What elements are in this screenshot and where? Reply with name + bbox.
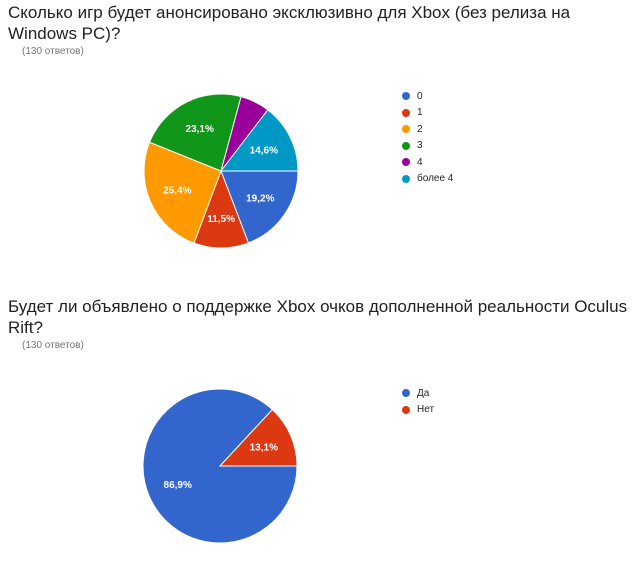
slice-value-label: 19,2% <box>246 194 274 205</box>
slice-value-label: 11,5% <box>207 214 235 225</box>
legend-swatch <box>402 125 410 134</box>
legend-swatch <box>402 174 410 183</box>
legend-swatch <box>402 141 410 150</box>
legend-item: Да <box>402 385 434 402</box>
legend-item: более 4 <box>402 171 453 188</box>
question-title: Будет ли объявлено о поддержке Xbox очко… <box>8 297 628 337</box>
legend-label: Да <box>417 387 430 399</box>
slice-value-label: 25,4% <box>163 186 191 197</box>
pie-slice-2 <box>143 141 222 244</box>
legend-label: более 4 <box>417 173 454 185</box>
legend-label: 4 <box>417 156 423 168</box>
legend-item: 2 <box>402 121 453 138</box>
legend-item: 3 <box>402 138 453 155</box>
chart-legend-2: Да Нет <box>402 385 434 418</box>
legend-label: 1 <box>417 107 423 119</box>
legend-item: 0 <box>402 88 453 105</box>
legend-swatch <box>402 389 410 398</box>
slice-value-label: 14,6% <box>250 145 278 156</box>
slice-value-label: 23,1% <box>186 124 214 135</box>
legend-item: 1 <box>402 105 453 122</box>
response-count: (130 ответов) <box>22 46 84 57</box>
question-title: Сколько игр будет анонсировано эксклюзив… <box>8 3 571 43</box>
question-block-2: Будет ли объявлено о поддержке Xbox очко… <box>8 296 628 352</box>
response-count: (130 ответов) <box>22 340 84 351</box>
pie-slice-более-4 <box>219 109 299 172</box>
legend-swatch <box>402 405 410 414</box>
legend-swatch <box>402 158 410 167</box>
pie-slice-Нет <box>218 408 298 467</box>
pie-slice-0 <box>220 170 299 244</box>
slice-value-label: 13,1% <box>250 442 278 453</box>
pie-slice-3 <box>148 93 242 172</box>
legend-swatch <box>402 108 410 117</box>
legend-item: 4 <box>402 154 453 171</box>
chart-legend-1: 0 1 2 3 4 более 4 <box>402 88 453 187</box>
legend-label: 2 <box>417 123 423 135</box>
legend-item: Нет <box>402 402 434 419</box>
slice-value-label: 86,9% <box>164 480 192 491</box>
question-block-1: Сколько игр будет анонсировано эксклюзив… <box>8 2 628 58</box>
legend-swatch <box>402 92 410 101</box>
legend-label: 0 <box>417 90 423 102</box>
pie-slice-Да <box>142 388 298 544</box>
legend-label: Нет <box>417 404 435 416</box>
legend-label: 3 <box>417 140 423 152</box>
